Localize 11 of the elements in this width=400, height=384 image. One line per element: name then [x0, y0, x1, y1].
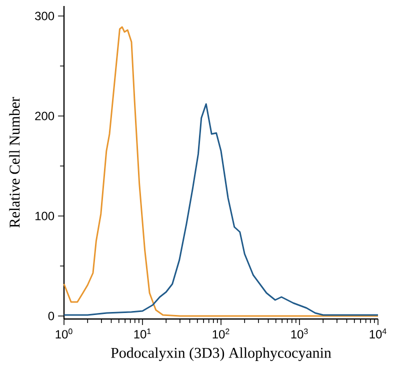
y-axis-title: Relative Cell Number: [9, 97, 20, 228]
y-tick-label: 0: [48, 312, 54, 320]
x-axis-title: Podocalyxin (3D3) Allophycocyanin: [111, 347, 332, 361]
x-tick-label: 10$^{1}$: [134, 328, 151, 338]
y-tick-label: 300: [35, 12, 54, 20]
x-tick-label: 10$^{4}$: [370, 328, 386, 338]
x-tick-label: 10$^{0}$: [56, 328, 72, 339]
y-tick-label: 200: [35, 112, 54, 120]
x-tick-label: 10$^{3}$: [291, 328, 308, 339]
y-tick-label: 100: [35, 212, 54, 220]
x-tick-label: 10$^{2}$: [212, 328, 230, 339]
